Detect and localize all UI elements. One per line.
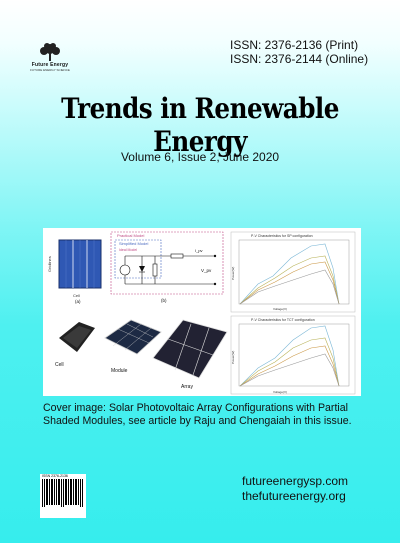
url-thefutureenergy[interactable]: thefutureenergy.org [242,489,346,503]
label-b: (b) [161,298,167,303]
gridlines-label: Gridlines [47,256,52,272]
cover-caption: Cover image: Solar Photovoltaic Array Co… [43,402,352,427]
barcode-icon [42,479,83,507]
volume-issue: Volume 6, Issue 2, June 2020 [120,150,280,164]
logo-subtitle: FUTURE ENERGY SCIENCE [30,68,70,72]
current-label: I_pv [195,248,203,253]
pv-photo: Cell Module Array [55,319,228,390]
pv-chart-bottom: P-V Characteristics for TCT configuratio… [230,315,356,395]
issn-block: ISSN: 2376-2136 (Print) ISSN: 2376-2144 … [230,38,368,66]
tree-icon [40,43,60,61]
issn-print: ISSN: 2376-2136 (Print) [230,38,359,52]
chart-top-xlabel: Voltage(V) [273,307,287,311]
cell-diagram: Gridlines Cell (a) [47,239,102,304]
circuit-diagram: Practical Model Simplified Model Ideal M… [110,231,224,303]
barcode: ISSN 2376-2136 [40,474,86,518]
chart-top-title: P-V Characteristics for SP configuration [251,234,313,238]
chart-bottom-title: P-V Characteristics for TCT configuratio… [251,318,315,322]
voltage-label: V_pv [201,268,212,273]
issn-online: ISSN: 2376-2144 (Online) [230,52,369,66]
barcode-label: ISSN 2376-2136 [42,474,68,478]
publisher-logo: Future Energy FUTURE ENERGY SCIENCE [30,42,70,72]
label-a: (a) [75,299,81,304]
chart-bottom-ylabel: Power(W) [231,351,235,364]
chart-top-ylabel: Power(W) [231,267,235,280]
logo-name: Future Energy [31,62,69,68]
website-links: futureenergysp.com thefutureenergy.org [242,474,348,504]
cover-figure-graphic: Gridlines Cell (a) Practical Model Simpl… [47,231,356,395]
chart-bottom-xlabel: Voltage(V) [273,390,287,394]
cell-diagram-label: Cell [73,293,80,298]
photo-module-label: Module [111,368,128,374]
practical-model-label: Practical Model [117,233,144,238]
cover-figure: Gridlines Cell (a) Practical Model Simpl… [43,228,361,396]
pv-chart-top: P-V Characteristics for SP configuration… [230,231,356,313]
photo-array-label: Array [181,384,193,390]
url-futureenergysp[interactable]: futureenergysp.com [242,474,349,488]
ideal-model-label: Ideal Model [119,248,137,252]
simplified-model-label: Simplified Model [119,241,148,246]
photo-cell-label: Cell [55,362,64,368]
journal-title: Trends in Renewable Energy [61,92,339,158]
